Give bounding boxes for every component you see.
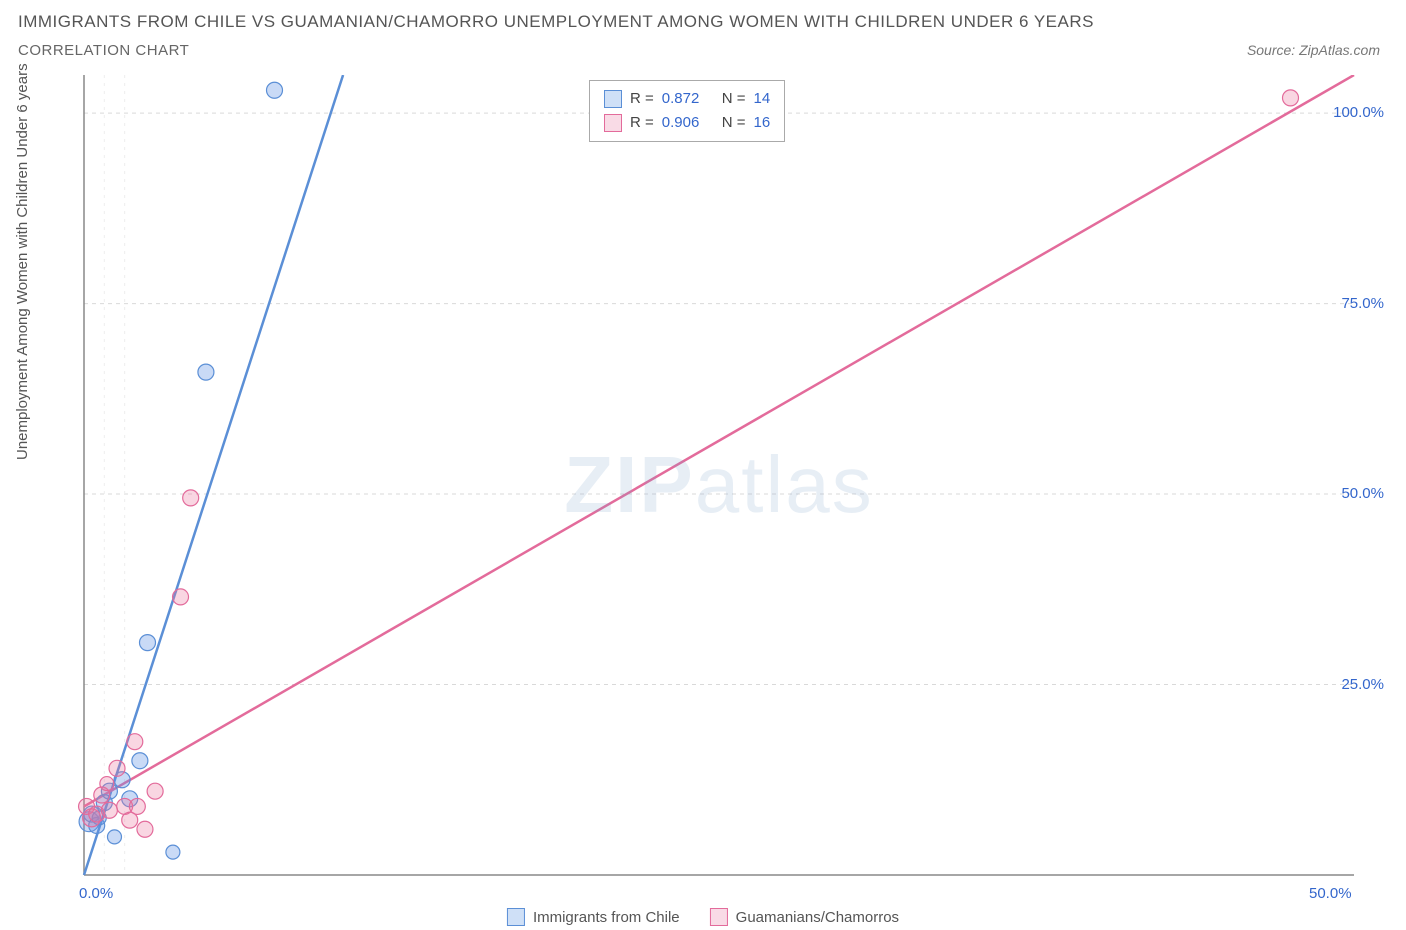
y-tick-label: 100.0% xyxy=(1333,104,1384,121)
x-tick-label: 0.0% xyxy=(79,885,113,902)
r-value: 0.906 xyxy=(662,111,714,135)
legend-item-label: Guamanians/Chamorros xyxy=(736,909,899,926)
source-label: Source: ZipAtlas.com xyxy=(1247,42,1380,58)
legend-swatch xyxy=(507,908,525,926)
r-value: 0.872 xyxy=(662,87,714,111)
n-value: 16 xyxy=(754,111,771,135)
chart-area: ZIPatlas xyxy=(64,75,1374,895)
stats-legend-row: R = 0.906 N = 16 xyxy=(604,111,770,135)
stats-legend-row: R = 0.872 N = 14 xyxy=(604,87,770,111)
legend-swatch xyxy=(604,90,622,108)
y-tick-label: 75.0% xyxy=(1341,295,1384,312)
legend-swatch xyxy=(710,908,728,926)
x-tick-label: 50.0% xyxy=(1309,885,1352,902)
n-value: 14 xyxy=(754,87,771,111)
r-label: R = xyxy=(630,111,654,135)
r-label: R = xyxy=(630,87,654,111)
y-axis-label: Unemployment Among Women with Children U… xyxy=(14,63,31,460)
n-label: N = xyxy=(722,111,746,135)
chart-title-line1: IMMIGRANTS FROM CHILE VS GUAMANIAN/CHAMO… xyxy=(18,12,1094,32)
scatter-chart xyxy=(64,75,1374,895)
legend-swatch xyxy=(604,114,622,132)
n-label: N = xyxy=(722,87,746,111)
bottom-legend-item: Guamanians/Chamorros xyxy=(710,908,899,926)
bottom-legend-item: Immigrants from Chile xyxy=(507,908,680,926)
legend-item-label: Immigrants from Chile xyxy=(533,909,680,926)
bottom-legend: Immigrants from Chile Guamanians/Chamorro… xyxy=(507,908,899,926)
stats-legend: R = 0.872 N = 14 R = 0.906 N = 16 xyxy=(589,80,785,142)
y-tick-label: 50.0% xyxy=(1341,485,1384,502)
y-tick-label: 25.0% xyxy=(1341,676,1384,693)
chart-title-line2: CORRELATION CHART xyxy=(18,42,189,59)
